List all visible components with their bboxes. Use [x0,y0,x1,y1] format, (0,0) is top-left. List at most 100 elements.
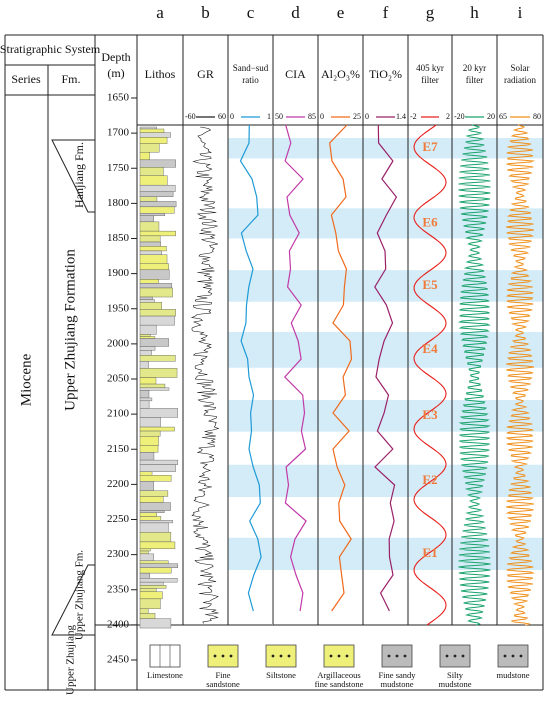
litho-layer [139,397,153,402]
track-title: radiation [504,75,536,85]
header-depth: Depth [101,50,130,64]
scale-min: 0 [320,112,324,121]
swatch-dot [503,654,507,658]
header-depth: (m) [107,66,124,80]
litho-layer [139,585,167,589]
scale-min: -2 [410,112,417,121]
header-fm: Fm. [61,72,80,86]
litho-layer [139,560,169,564]
formation-name: Upper Zhujiang Fm. [74,550,86,640]
track-title: filter [466,75,484,85]
litho-layer [139,241,161,247]
legend-label: Fine [215,670,230,680]
litho-layer [139,591,163,600]
litho-layer [139,475,172,482]
filter-curve [413,124,447,626]
litho-layer [139,541,176,549]
litho-layer [139,287,173,298]
litho-layer [139,563,179,568]
litho-layer [139,126,157,130]
depth-label: 1900 [107,267,130,279]
cycle-label: E3 [422,407,438,422]
litho-layer [139,196,158,202]
swatch-dot [279,654,283,658]
litho-layer [139,132,171,138]
depth-label: 2400 [107,618,130,630]
track-title: Lithos [145,67,176,81]
legend-label: mudstone [496,670,529,680]
legend-label: Fine sandy [378,670,416,680]
depth-label: 2200 [107,478,130,490]
litho-layer [139,299,155,303]
formation-boundary [51,564,95,636]
litho-layer [139,502,171,511]
track-title: Sand−sud [233,63,269,73]
series-name: Miocene [18,353,34,406]
swatch-dot [511,654,515,658]
swatch-dot [329,654,333,658]
litho-layer [139,246,167,252]
scale-min: -60 [185,112,196,121]
filter-curve [505,124,536,626]
litho-layer [139,512,157,517]
litho-layer [139,167,164,176]
litho-layer [139,390,150,399]
swatch-dot [229,654,233,658]
litho-layer [139,471,153,476]
column-letter: c [247,3,255,22]
column-letter: e [337,3,345,22]
swatch-dot [453,654,457,658]
litho-layer [139,201,177,208]
scale-min: 65 [499,112,507,121]
legend-label: fine sandstone [315,679,364,689]
depth-label: 2350 [107,583,130,595]
depth-label: 1650 [107,92,130,104]
litho-layer [139,520,173,524]
column-letter: f [383,3,389,22]
litho-layer [139,334,151,337]
litho-layer [139,175,168,186]
litho-layer [139,618,172,629]
column-letter: i [518,3,523,22]
litho-layer [139,572,151,579]
column-letter: a [156,3,164,22]
swatch-dot [287,654,291,658]
depth-label: 2100 [107,408,130,420]
cycle-band [228,208,543,239]
litho-layer [139,481,154,491]
litho-layer [139,263,169,271]
litho-layer [139,598,161,610]
litho-layer [139,516,162,521]
track-title: GR [197,67,214,81]
depth-label: 2300 [107,548,130,560]
track-title: 20 kyr [463,63,486,73]
swatch-dot [387,654,391,658]
track-title: filter [421,75,439,85]
litho-layer [139,532,172,543]
litho-layer [139,464,176,472]
legend-label: Limestone [147,670,183,680]
cycle-label: E7 [422,139,438,154]
legend-label: Argillaceous [317,670,360,680]
swatch-dot [271,654,275,658]
litho-layer [139,254,168,264]
filter-curve [457,124,491,626]
depth-label: 1750 [107,162,130,174]
litho-layer [139,445,159,453]
litho-layer [139,206,175,214]
litho-layer [139,613,156,619]
swatch-dot [461,654,465,658]
swatch-dot [403,654,407,658]
column-letter: b [201,3,210,22]
scale-max: 80 [533,112,541,121]
litho-layer [139,184,176,192]
swatch-dot [345,654,349,658]
scale-max: 60 [218,112,226,121]
litho-layer [139,417,161,428]
litho-layer [139,400,150,409]
track-title: 405 kyr [416,63,444,73]
formation-boundary [51,139,95,213]
litho-layer [139,269,170,280]
litho-layer [139,309,176,317]
litho-layer [139,553,154,561]
